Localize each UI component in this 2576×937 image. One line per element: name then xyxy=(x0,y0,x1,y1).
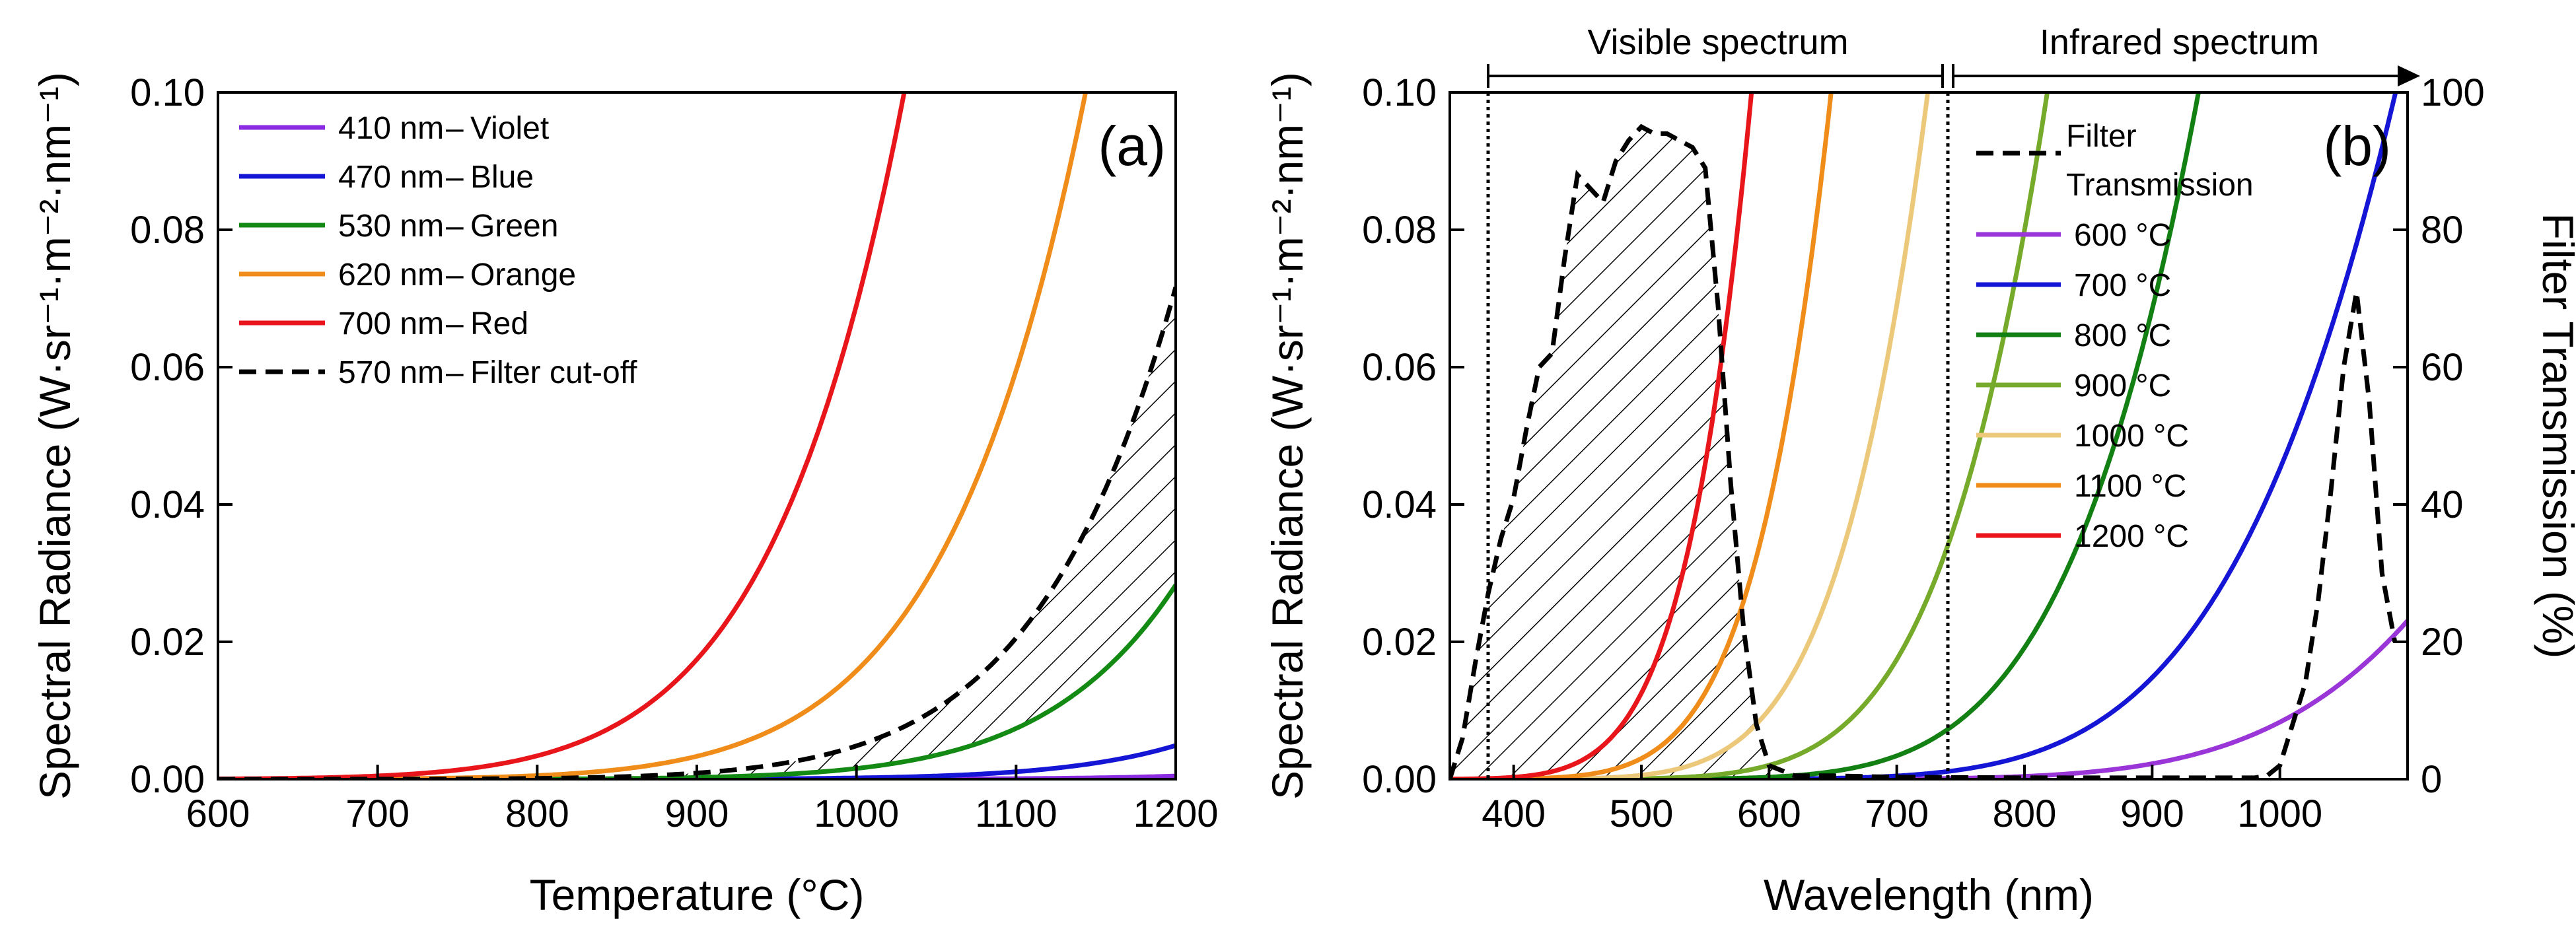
panel-a-x-tick-label: 600 xyxy=(186,792,250,835)
panel-b-y-tick-label: 0.08 xyxy=(1362,209,1437,252)
legend-wavelength-570nm: 570 nm xyxy=(338,355,444,390)
panel-a-x-tick-label: 1000 xyxy=(814,792,899,835)
series-line-700c xyxy=(1450,92,2398,779)
panel-b-y-tick-label: 0.06 xyxy=(1362,346,1437,389)
panel-a-y-tick-label: 0.02 xyxy=(130,621,205,664)
panel-b-x-tick-label: 600 xyxy=(1737,792,1801,835)
panel-b-y-tick-label: 0.02 xyxy=(1362,621,1437,664)
panel-a-y-tick-label: 0.08 xyxy=(130,209,205,252)
legend-dash-separator: – xyxy=(446,355,464,390)
legend-dash-separator: – xyxy=(446,160,464,195)
series-line-800c xyxy=(1450,92,2201,779)
legend-label-1000c: 1000 °C xyxy=(2074,419,2189,454)
panel-b-y2-tick-label: 20 xyxy=(2421,621,2464,664)
legend-label-700c: 700 °C xyxy=(2074,268,2171,303)
legend-color-name-470nm: Blue xyxy=(470,160,534,195)
legend-wavelength-470nm: 470 nm xyxy=(338,160,444,195)
infrared-spectrum-label: Infrared spectrum xyxy=(2040,22,2319,62)
panel-b-y-tick-label: 0.10 xyxy=(1362,71,1437,114)
panel-b-y2-axis-title: Filter Transmission (%) xyxy=(2534,213,2576,659)
panel-a-label: (a) xyxy=(1098,115,1166,177)
panel-b-x-tick-label: 900 xyxy=(2120,792,2184,835)
panel-a-y-axis-title: Spectral Radiance (W·sr⁻¹·m⁻²·nm⁻¹) xyxy=(30,72,79,800)
panel-b-y-axis-title: Spectral Radiance (W·sr⁻¹·m⁻²·nm⁻¹) xyxy=(1263,72,1312,800)
panel-b-y2-tick-label: 60 xyxy=(2421,346,2464,389)
panel-a-chart: 600 700 800 900 1000 1100 1200 0.00 0.02 0.04 0.06… xyxy=(30,71,1219,919)
legend-wavelength-620nm: 620 nm xyxy=(338,258,444,293)
panel-b-y2-tick-label: 0 xyxy=(2421,758,2442,801)
legend-dash-separator: – xyxy=(446,111,464,146)
panel-b-chart: 400 500 600 700 800 900 10000.000.020.040.060.… xyxy=(1263,22,2576,919)
legend-label-900c: 900 °C xyxy=(2074,368,2171,403)
panel-a-y-tick-label: 0.00 xyxy=(130,758,205,801)
panel-b-x-tick-label: 800 xyxy=(1993,792,2057,835)
panel-b-x-tick-label: 700 xyxy=(1865,792,1929,835)
panel-a-y-tick-label: 0.10 xyxy=(130,71,205,114)
infrared-arrowhead xyxy=(2398,65,2420,87)
legend-filter-label: Filter xyxy=(2066,119,2137,154)
legend-wavelength-410nm: 410 nm xyxy=(338,111,444,146)
panel-a-x-axis-title: Temperature (°C) xyxy=(530,870,865,919)
panel-b-plot-frame xyxy=(1449,91,2409,781)
legend-label-1100c: 1100 °C xyxy=(2074,469,2186,504)
filter-transmission-line xyxy=(1450,123,2398,779)
legend-dash-separator: – xyxy=(446,306,464,341)
spectrum-bands: Visible spectrum Infrared spectrum xyxy=(1487,22,2420,88)
legend-wavelength-530nm: 530 nm xyxy=(338,209,444,244)
visible-spectrum-label: Visible spectrum xyxy=(1587,22,1848,62)
series-line-1000c xyxy=(1450,92,1931,779)
legend-color-name-620nm: Orange xyxy=(470,258,576,293)
series-line-1200c xyxy=(1450,92,1754,779)
panel-b-legend: Filter Transmission 600 °C 700 °C 800 °C 900 … xyxy=(1976,119,2254,554)
panel-a-y-tick-label: 0.04 xyxy=(130,483,205,526)
panel-b-x-tick-label: 1000 xyxy=(2237,792,2322,835)
legend-label-1200c: 1200 °C xyxy=(2074,519,2189,554)
panel-a-x-tick-label: 1100 xyxy=(975,792,1057,835)
panel-b-y-tick-label: 0.04 xyxy=(1362,483,1437,526)
filter-transmission-hatch xyxy=(1450,127,1795,779)
legend-wavelength-700nm: 700 nm xyxy=(338,306,444,341)
panel-b-y2-tick-label: 40 xyxy=(2421,483,2464,526)
panel-b-y2-tick-label: 80 xyxy=(2421,209,2464,252)
legend-dash-separator: – xyxy=(446,258,464,293)
legend-dash-separator: – xyxy=(446,209,464,244)
panel-b-y2-tick-label: 100 xyxy=(2421,71,2485,114)
legend-color-name-570nm: Filter cut-off xyxy=(470,355,637,390)
legend-label-600c: 600 °C xyxy=(2074,218,2171,253)
legend-color-name-700nm: Red xyxy=(470,306,528,341)
panel-a-x-tick-label: 700 xyxy=(345,792,410,835)
series-line-1100c xyxy=(1450,92,1834,779)
panel-b-label: (b) xyxy=(2323,115,2391,177)
legend-label-800c: 800 °C xyxy=(2074,318,2171,353)
panel-b-x-tick-label: 400 xyxy=(1482,792,1546,835)
panel-b-x-tick-label: 500 xyxy=(1610,792,1674,835)
legend-color-name-530nm: Green xyxy=(470,209,558,244)
panel-b-x-axis-title: Wavelength (nm) xyxy=(1764,870,2094,919)
panel-a-x-tick-label: 800 xyxy=(505,792,569,835)
panel-a-y-tick-label: 0.06 xyxy=(130,346,205,389)
panel-a-x-tick-label: 900 xyxy=(665,792,729,835)
panel-a-x-tick-label: 1200 xyxy=(1133,792,1218,835)
legend-color-name-410nm: Violet xyxy=(470,111,549,146)
legend-transmission-label: Transmission xyxy=(2066,168,2254,203)
panel-b-y-tick-label: 0.00 xyxy=(1362,758,1437,801)
